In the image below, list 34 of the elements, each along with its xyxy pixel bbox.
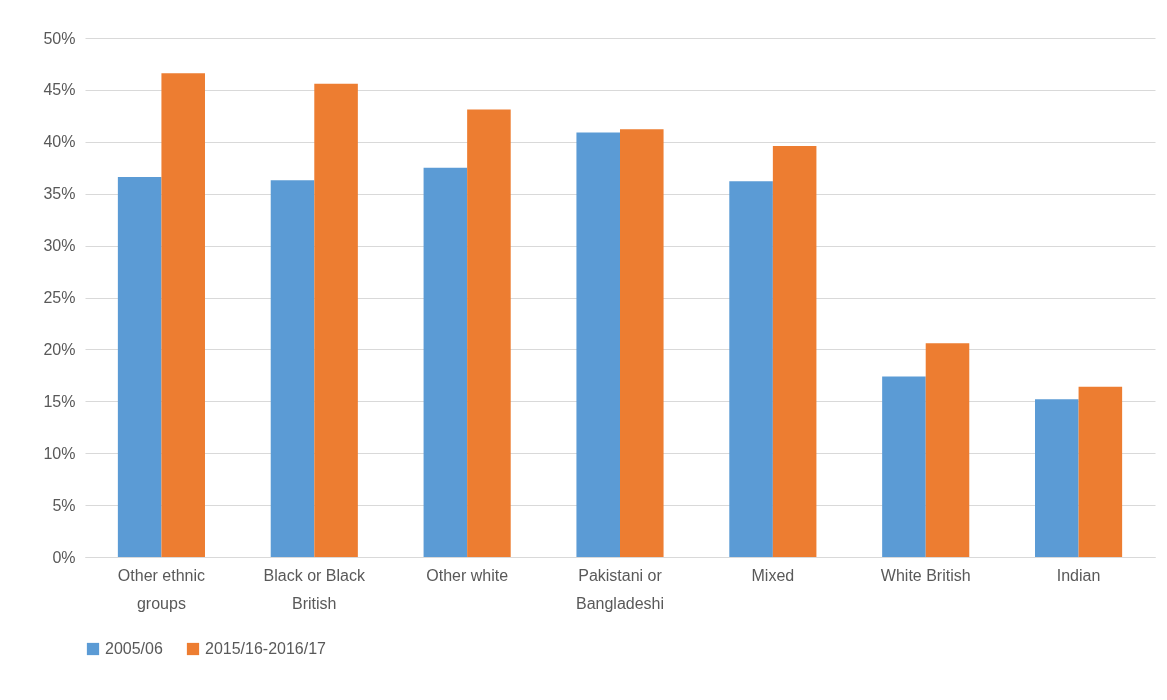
y-tick-label: 35% [43,185,76,203]
y-tick-label: 30% [43,237,76,255]
bar [925,343,970,557]
x-tick-label: Other ethnic groups [117,566,206,612]
x-tick-label: Other white [426,566,509,584]
bar [1078,386,1123,557]
legend-label: 2015/16-2016/17 [205,640,327,657]
y-tick-label: 40% [43,133,76,151]
bar [772,145,817,557]
bar [729,181,773,557]
y-tick-label: 20% [43,340,76,358]
bar [161,73,205,557]
bar [882,376,926,557]
x-tick-label: Black or Black British [263,566,366,612]
x-tick-label: Mixed [751,566,795,584]
bar [576,132,620,557]
y-tick-label: 5% [52,496,76,514]
bar [620,129,664,557]
bar [1035,399,1079,557]
y-tick-label: 50% [43,29,76,47]
x-tick-label: Pakistani or Bangladeshi [575,566,665,612]
bar [314,83,358,557]
bar [423,167,468,557]
y-tick-label: 0% [52,548,76,566]
bar [117,177,162,557]
y-tick-label: 15% [43,392,76,410]
y-tick-label: 10% [43,444,76,462]
x-tick-label: Indian [1056,566,1101,584]
y-tick-label: 45% [43,81,76,99]
bar [270,180,315,557]
legend-label: 2005/06 [105,640,163,657]
y-tick-label: 25% [43,289,76,306]
bar [467,109,511,557]
x-tick-label: White British [880,566,971,584]
